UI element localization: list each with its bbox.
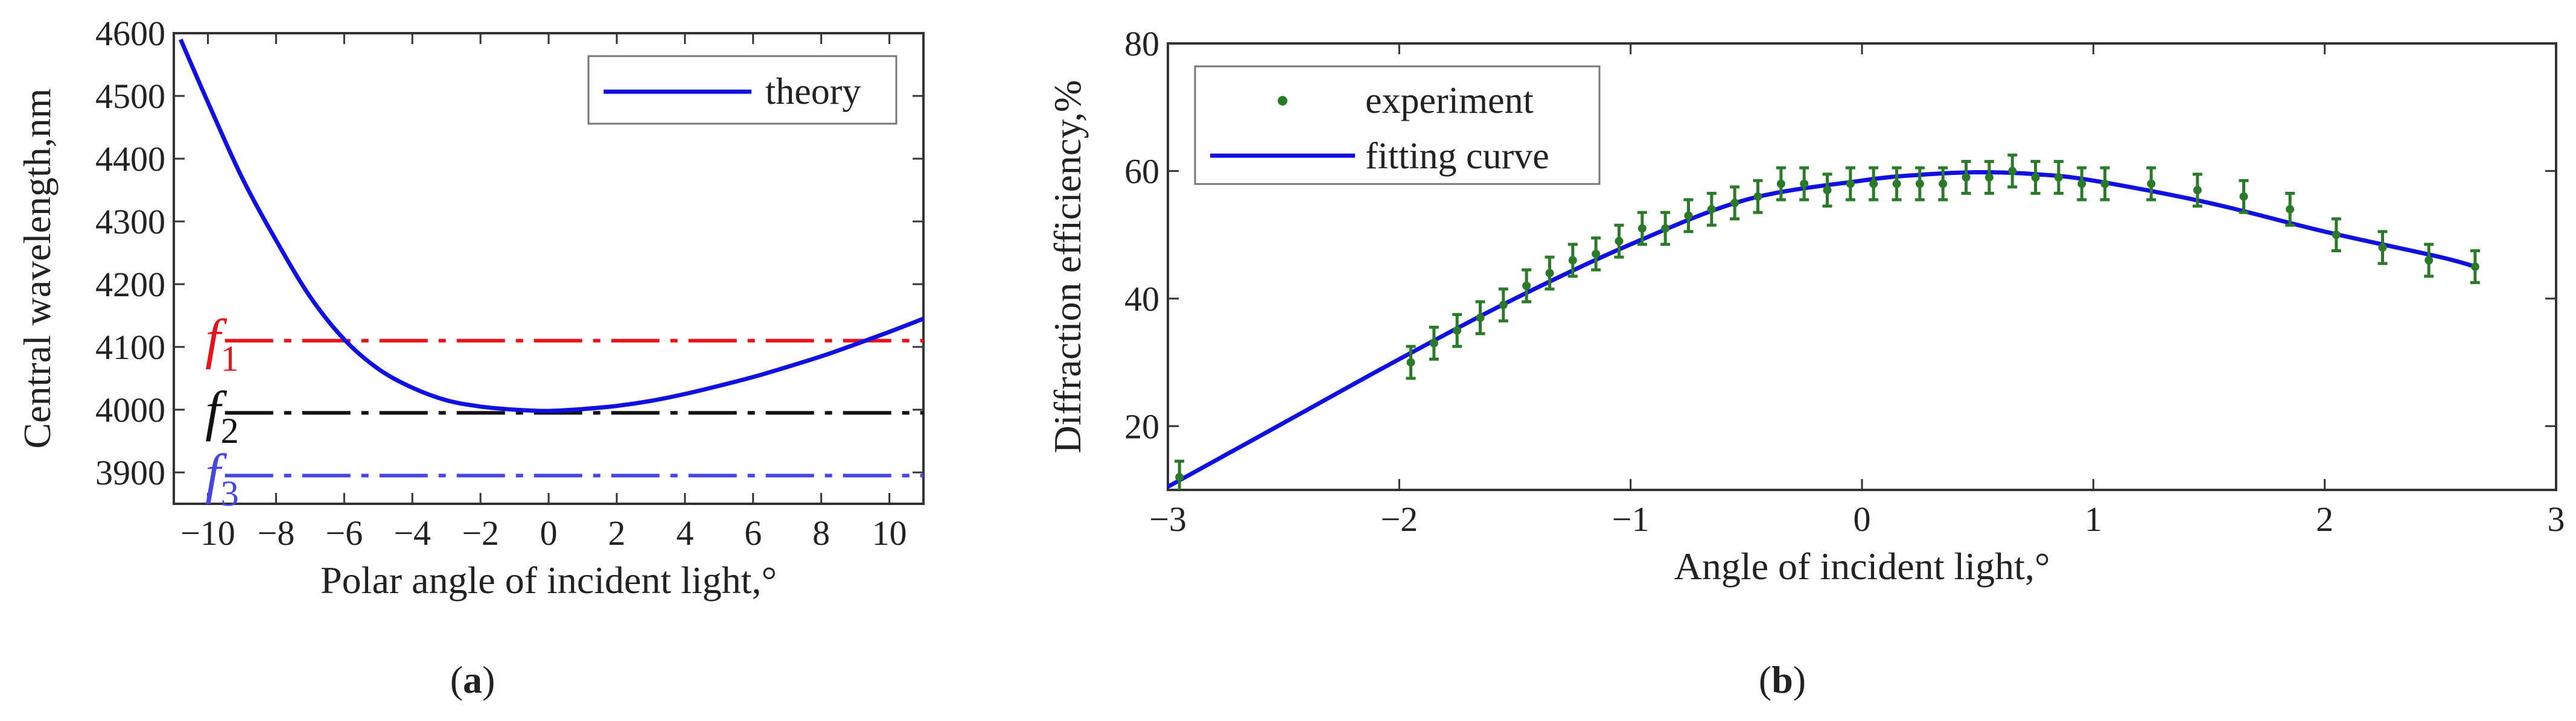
x-axis-label: Angle of incident light,° xyxy=(1674,545,2050,588)
data-point xyxy=(1476,313,1485,322)
reference-label-sub: 1 xyxy=(221,339,239,379)
data-point xyxy=(1985,173,1994,182)
panel-a-label: (a) xyxy=(450,658,496,701)
panel-a-letter: a xyxy=(463,658,482,701)
y-tick-label: 20 xyxy=(1124,407,1159,446)
data-point xyxy=(2470,262,2479,271)
legend: experiment fitting curve xyxy=(1194,65,1601,185)
legend-swatch-experiment xyxy=(1278,96,1287,106)
data-point xyxy=(1499,300,1508,310)
x-tick-label: 2 xyxy=(2316,500,2333,539)
x-tick-label: 0 xyxy=(540,513,558,553)
data-point xyxy=(1661,224,1670,233)
data-point xyxy=(1730,199,1739,208)
data-point xyxy=(1568,256,1577,265)
data-point xyxy=(2031,173,2040,182)
x-tick-label: 6 xyxy=(744,513,762,553)
plot-area xyxy=(179,39,923,478)
data-point xyxy=(1939,179,1948,188)
y-tick-label: 4500 xyxy=(95,77,165,116)
x-tick-label: −3 xyxy=(1149,500,1187,539)
x-tick-label: −2 xyxy=(462,513,499,553)
x-tick-label: 3 xyxy=(2548,500,2565,539)
data-point xyxy=(1637,224,1647,233)
data-point xyxy=(2008,167,2017,176)
data-point xyxy=(1545,268,1554,278)
y-tick-label: 4100 xyxy=(95,328,165,367)
data-point xyxy=(1846,179,1855,188)
legend: theory xyxy=(587,55,897,125)
y-tick-label: 4600 xyxy=(95,14,165,53)
x-tick-label: 4 xyxy=(676,513,693,553)
data-point xyxy=(1175,472,1184,481)
y-tick-label: 3900 xyxy=(95,453,165,492)
panel-b-letter: b xyxy=(1771,658,1793,701)
data-point xyxy=(1800,179,1809,188)
data-point xyxy=(1823,186,1832,195)
y-tick-label: 60 xyxy=(1124,151,1159,191)
legend-box xyxy=(1194,65,1601,185)
reference-label-f2: f2 xyxy=(205,380,239,451)
x-tick-label: −4 xyxy=(394,513,431,553)
x-tick-label: 10 xyxy=(872,513,907,553)
data-point xyxy=(2147,179,2156,188)
x-tick-label: 8 xyxy=(812,513,830,553)
x-tick-label: −6 xyxy=(325,513,363,553)
data-point xyxy=(1776,179,1785,188)
series-line-theory xyxy=(179,39,923,413)
y-tick-label: 4200 xyxy=(95,265,165,304)
x-tick-label: −2 xyxy=(1380,500,1418,539)
y-tick-label: 40 xyxy=(1124,279,1159,319)
y-axis-label: Diffraction efficiency,% xyxy=(1046,80,1089,454)
data-point xyxy=(2378,243,2387,252)
data-point xyxy=(1869,179,1878,188)
data-point xyxy=(1707,205,1716,214)
panel-a-chart: −10 −8 −6 −4 −2 0 2 4 6 8 10 3900 4000 4100 4200 4300 44… xyxy=(16,14,925,602)
x-axis-label: Polar angle of incident light,° xyxy=(320,559,777,602)
x-tick-label: 1 xyxy=(2085,500,2102,539)
data-point xyxy=(2077,179,2087,188)
data-point xyxy=(1429,338,1438,348)
legend-label-experiment: experiment xyxy=(1365,80,1534,121)
data-point xyxy=(2054,173,2063,182)
y-axis-label: Central wavelength,nm xyxy=(16,88,59,448)
panel-b-label: (b) xyxy=(1759,658,1806,701)
data-point xyxy=(2286,205,2295,214)
y-tick-label: 4300 xyxy=(95,202,165,241)
data-point xyxy=(1406,358,1415,367)
data-point xyxy=(1892,179,1901,188)
data-point xyxy=(2193,186,2202,195)
data-point xyxy=(1915,179,1924,188)
reference-label-sub: 2 xyxy=(221,411,239,451)
reference-label-f3: f3 xyxy=(205,443,239,513)
reference-label-sub: 3 xyxy=(221,474,239,513)
data-point xyxy=(2425,256,2434,265)
data-point xyxy=(2332,230,2341,240)
data-point xyxy=(1522,281,1531,290)
y-tick-label: 80 xyxy=(1124,24,1159,63)
data-point xyxy=(1592,249,1601,258)
panel-b-chart: −3 −2 −1 0 1 2 3 20 40 60 80 Angle of incident ligh… xyxy=(1046,24,2565,588)
data-point xyxy=(2239,192,2248,201)
series-line-fitting-curve xyxy=(1168,170,2476,489)
legend-label-fitting-curve: fitting curve xyxy=(1365,136,1549,177)
plot-area xyxy=(1168,153,2480,490)
data-point xyxy=(1753,192,1762,201)
x-tick-label: −1 xyxy=(1612,500,1650,539)
y-tick-label: 4400 xyxy=(95,139,165,179)
x-tick-label: −8 xyxy=(258,513,295,553)
reference-label-f1: f1 xyxy=(205,308,239,379)
x-tick-label: −10 xyxy=(180,513,235,553)
y-tick-label: 4000 xyxy=(95,390,165,430)
data-point xyxy=(2100,179,2109,188)
data-point xyxy=(1962,173,1971,182)
legend-label-theory: theory xyxy=(765,71,861,112)
x-tick-label: 0 xyxy=(1854,500,1871,539)
data-point xyxy=(1453,326,1462,335)
data-point xyxy=(1615,237,1624,246)
x-tick-label: 2 xyxy=(608,513,625,553)
data-point xyxy=(1684,211,1693,220)
